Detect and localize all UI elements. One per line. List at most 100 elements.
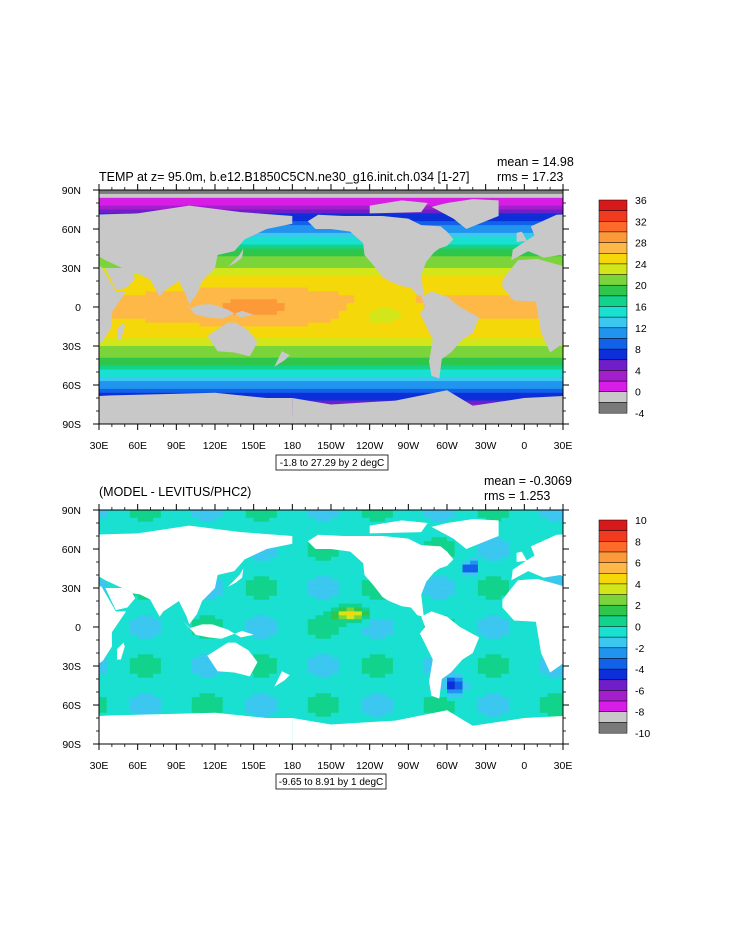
- field-cell: [485, 357, 494, 363]
- field-cell: [122, 314, 131, 320]
- field-cell: [129, 334, 139, 339]
- field-cell: [245, 353, 255, 359]
- field-cell: [485, 229, 494, 234]
- field-cell: [292, 248, 301, 253]
- colorbar-label: 32: [635, 216, 647, 228]
- field-cell: [300, 576, 309, 581]
- field-cell: [501, 545, 510, 550]
- field-cell: [447, 572, 456, 577]
- colorbar-box: [598, 338, 628, 350]
- field-cell: [331, 310, 340, 316]
- field-cell: [524, 193, 533, 199]
- field-cell: [377, 357, 386, 363]
- field-cell: [114, 346, 123, 351]
- field-cell: [245, 322, 255, 328]
- field-cell: [346, 533, 355, 538]
- field-cell: [114, 385, 123, 390]
- field-cell: [292, 517, 301, 523]
- field-cell: [555, 510, 563, 515]
- field-cell: [454, 369, 463, 374]
- field-cell: [416, 369, 425, 374]
- field-cell: [470, 572, 479, 577]
- field-cell: [361, 193, 371, 199]
- field-cell: [462, 193, 471, 199]
- field-cell: [385, 349, 394, 355]
- field-cell: [261, 385, 270, 390]
- field-cell: [462, 568, 471, 573]
- field-cell: [385, 314, 394, 320]
- field-cell: [145, 517, 154, 523]
- field-cell: [369, 533, 378, 538]
- field-cell: [331, 525, 340, 531]
- field-cell: [400, 365, 409, 370]
- field-cell: [153, 330, 162, 335]
- field-cell: [300, 556, 309, 562]
- field-cell: [462, 365, 471, 370]
- field-cell: [129, 307, 139, 312]
- field-cell: [276, 334, 286, 339]
- field-cell: [323, 385, 332, 390]
- field-cell: [470, 353, 479, 359]
- field-cell: [284, 381, 293, 386]
- field-cell: [547, 510, 556, 515]
- field-cell: [300, 510, 309, 515]
- field-cell: [431, 256, 440, 261]
- field-cell: [477, 291, 487, 296]
- field-cell: [253, 338, 262, 343]
- field-cell: [423, 221, 433, 226]
- field-cell: [99, 197, 108, 203]
- field-cell: [454, 303, 463, 308]
- field-cell: [238, 576, 247, 581]
- field-cell: [253, 197, 262, 203]
- field-cell: [184, 318, 193, 324]
- field-cell: [199, 342, 208, 347]
- field-cell: [284, 299, 293, 304]
- field-cell: [516, 537, 525, 542]
- colorbar-box: [598, 370, 628, 382]
- field-cell: [269, 353, 278, 359]
- field-cell: [555, 346, 563, 351]
- x-tick-label: 150E: [241, 440, 266, 452]
- field-cell: [477, 314, 487, 320]
- field-cell: [369, 373, 378, 378]
- field-cell: [253, 260, 262, 265]
- field-cell: [532, 307, 541, 312]
- field-cell: [354, 349, 363, 355]
- field-cell: [276, 330, 286, 335]
- field-cell: [106, 342, 115, 347]
- field-cell: [222, 252, 231, 257]
- colorbar-box: [598, 359, 628, 371]
- field-cell: [284, 314, 293, 320]
- field-cell: [284, 338, 293, 343]
- field-cell: [160, 377, 170, 382]
- field-cell: [501, 521, 510, 527]
- field-cell: [477, 365, 487, 370]
- field-cell: [477, 549, 487, 554]
- field-cell: [253, 346, 262, 351]
- field-cell: [385, 318, 394, 324]
- field-cell: [493, 549, 502, 554]
- field-cell: [431, 510, 440, 515]
- field-cell: [153, 385, 162, 390]
- field-cell: [516, 213, 525, 218]
- field-cell: [477, 256, 487, 261]
- field-cell: [184, 385, 193, 390]
- field-cell: [315, 560, 324, 566]
- field-cell: [284, 584, 293, 589]
- field-cell: [261, 256, 270, 261]
- field-cell: [269, 314, 278, 320]
- field-cell: [323, 338, 332, 343]
- field-cell: [331, 357, 340, 363]
- field-cell: [160, 373, 170, 378]
- field-cell: [215, 264, 224, 269]
- field-cell: [230, 584, 239, 589]
- colorbar-label: 28: [635, 238, 647, 250]
- field-cell: [354, 396, 363, 402]
- field-cell: [114, 193, 123, 199]
- field-cell: [423, 510, 433, 515]
- field-cell: [261, 264, 270, 269]
- field-cell: [346, 264, 355, 269]
- field-cell: [129, 521, 139, 527]
- field-cell: [361, 381, 371, 386]
- field-cell: [276, 388, 286, 394]
